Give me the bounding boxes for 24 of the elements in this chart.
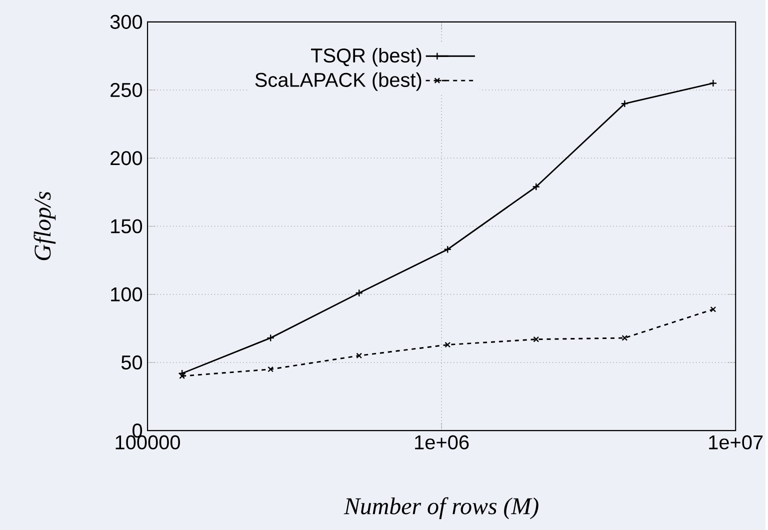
point	[266, 334, 275, 342]
point	[355, 288, 364, 297]
y-tick-label: 250	[110, 82, 142, 97]
y-tick-label: 50	[121, 355, 142, 370]
point	[622, 334, 628, 341]
y-tick-label: 100	[111, 287, 142, 302]
legend-label: TSQR (best)	[311, 48, 422, 66]
point	[444, 245, 452, 254]
point	[444, 342, 451, 348]
y-tick-label: 200	[110, 150, 142, 166]
y-axis-title: Gflop/s	[34, 192, 56, 260]
point	[710, 306, 716, 312]
point	[268, 366, 274, 372]
y-tick-label: 150	[111, 219, 142, 234]
point	[709, 79, 718, 88]
x-tick-label: 1e+07	[709, 435, 763, 450]
point	[533, 336, 540, 342]
x-tick-label: 1e+06	[415, 435, 469, 450]
x-axis-title: Number of rows (M)	[344, 497, 538, 520]
point	[356, 352, 362, 358]
point	[620, 100, 629, 108]
legend-label: ScaLAPACK (best)	[255, 72, 422, 91]
point	[532, 182, 540, 191]
y-tick-label: 300	[110, 14, 142, 29]
